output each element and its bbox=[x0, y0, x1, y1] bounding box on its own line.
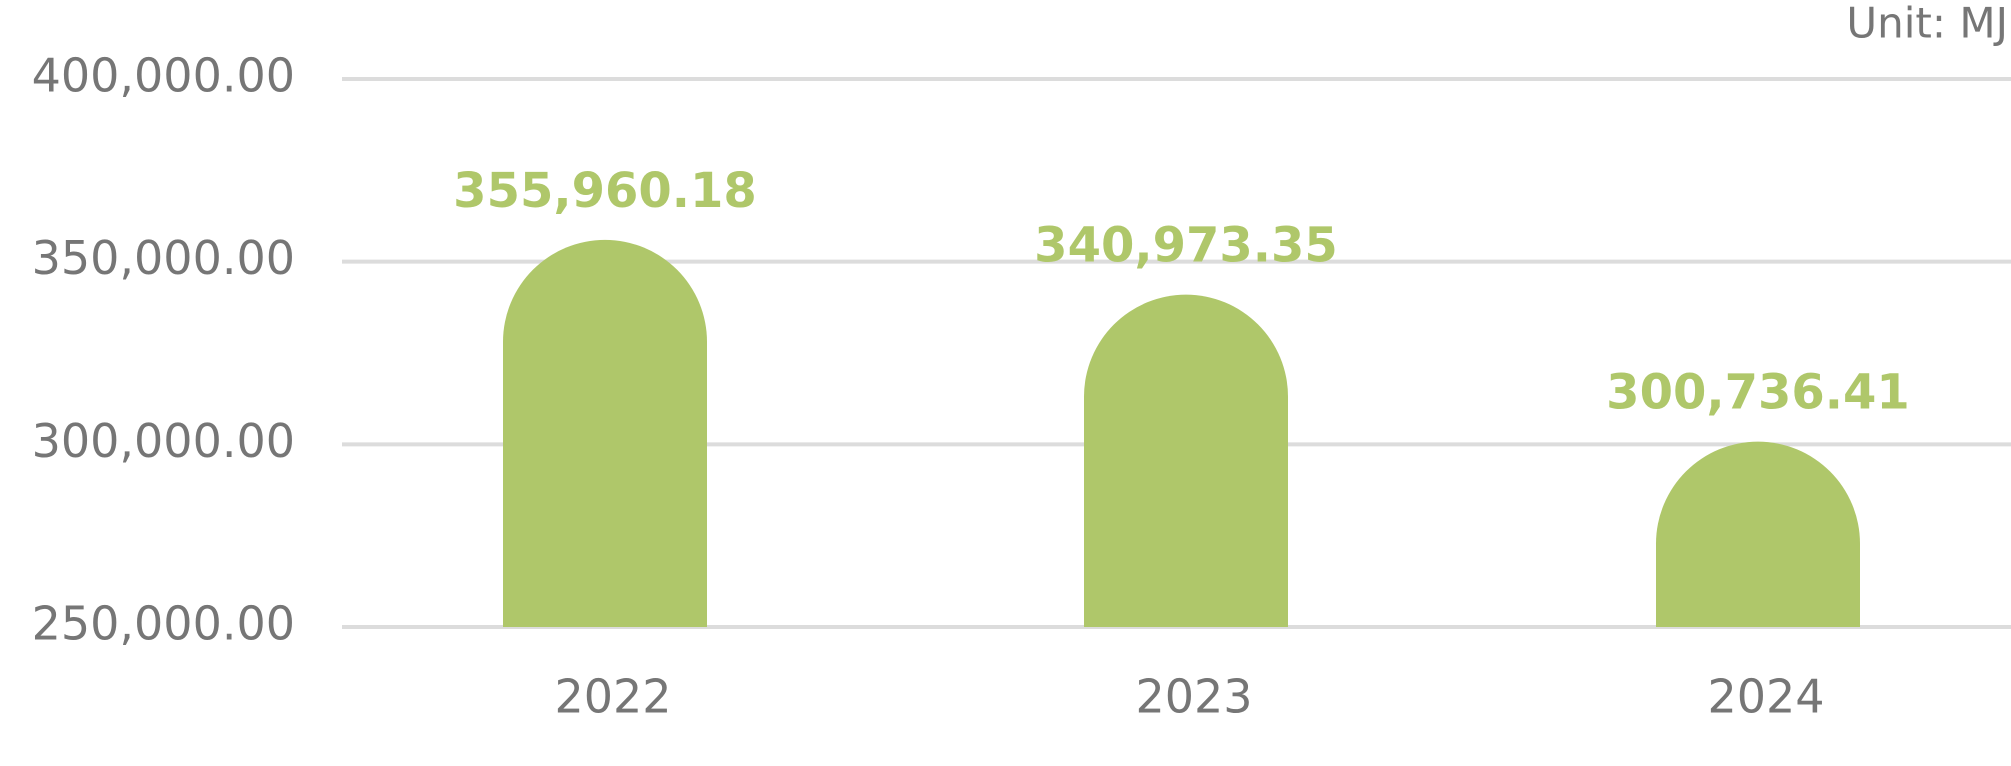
x-tick-label: 2024 bbox=[1707, 670, 1824, 724]
y-tick-label: 250,000.00 bbox=[32, 597, 295, 651]
x-tick-label: 2023 bbox=[1135, 670, 1252, 724]
y-tick-label: 300,000.00 bbox=[32, 414, 295, 468]
bar bbox=[503, 239, 707, 627]
y-tick-label: 400,000.00 bbox=[32, 49, 295, 103]
y-tick-label: 350,000.00 bbox=[32, 231, 295, 285]
bar bbox=[1656, 441, 1860, 627]
value-label: 300,736.41 bbox=[1606, 365, 1910, 421]
x-tick-label: 2022 bbox=[554, 670, 671, 724]
value-label: 355,960.18 bbox=[453, 163, 757, 219]
unit-label: Unit: MJ bbox=[1846, 0, 2008, 48]
value-label: 340,973.35 bbox=[1034, 218, 1338, 274]
bar bbox=[1084, 294, 1288, 627]
